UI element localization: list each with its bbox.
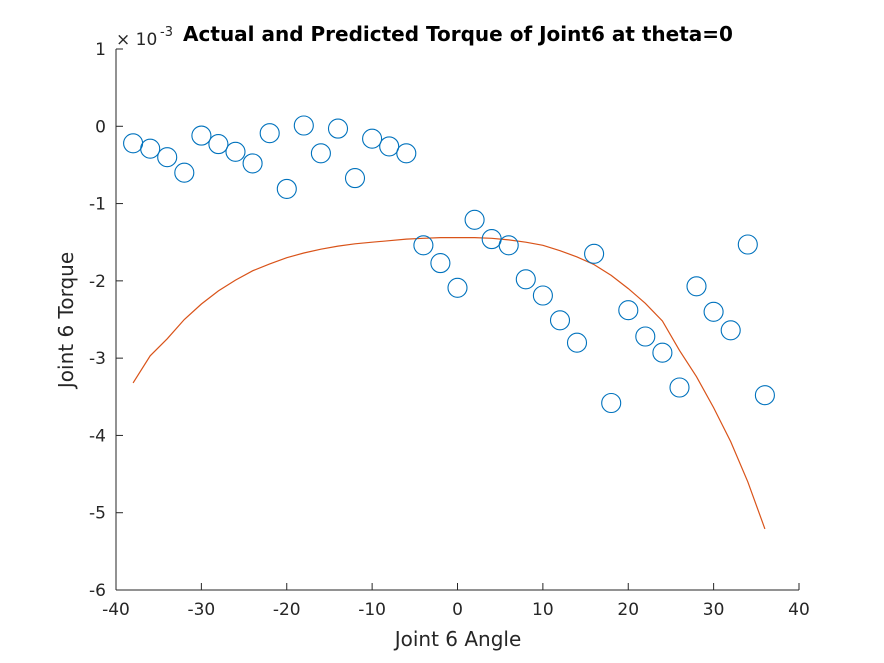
actual-torque-point [601,392,622,414]
actual-torque-point [549,310,571,331]
actual-torque-point [208,134,229,155]
actual-torque-point [123,133,144,154]
actual-torque-point [430,253,451,274]
y-tick-label: 0 [95,117,106,137]
series-layer [123,115,775,530]
y-tick-label: 1 [95,40,106,60]
x-tick-label: -40 [102,600,130,620]
actual-torque-point [276,178,297,199]
actual-torque-point [379,136,400,157]
x-tick-label: 20 [617,600,639,620]
actual-torque-point [584,243,605,264]
actual-torque-point [686,276,707,297]
actual-torque-point [327,118,349,139]
actual-torque-point [140,138,161,159]
x-tick-label: 30 [703,600,725,620]
y-axis-label: Joint 6 Torque [54,252,78,390]
predicted-torque-line [132,237,766,530]
y-tick-label: -5 [89,504,106,524]
y-tick-label: -6 [89,581,106,601]
actual-torque-point [754,385,775,406]
actual-torque-point [396,143,417,164]
y-axis-exponent-power: -3 [160,25,173,40]
actual-torque-point [362,128,383,149]
x-axis-label: Joint 6 Angle [393,627,522,651]
y-tick-label: -1 [89,195,106,215]
actual-torque-point [447,277,468,298]
axes-layer: -40 -30 -20 -10 0 10 20 30 40-6-5-4-3-2-101 [89,40,810,620]
actual-torque-point [566,332,588,353]
actual-torque-point [720,320,741,341]
actual-torque-point [293,115,314,136]
actual-torque-point [242,153,263,174]
y-axis-exponent-base: × 10 [116,30,157,50]
actual-torque-point [259,123,280,144]
actual-torque-point [174,162,195,183]
chart-title: Actual and Predicted Torque of Joint6 at… [183,22,733,46]
actual-torque-point [157,147,178,168]
actual-torque-point [532,285,553,306]
actual-torque-point [344,168,366,189]
actual-torque-point [703,301,724,322]
actual-torque-point [464,209,485,230]
actual-torque-point [618,300,639,321]
actual-torque-point [413,235,434,256]
y-tick-label: -3 [89,349,106,369]
actual-torque-point [310,143,331,164]
x-tick-label: -30 [187,600,215,620]
actual-torque-point [652,342,673,363]
actual-torque-point [737,234,758,255]
x-tick-label: 10 [532,600,554,620]
actual-torque-point [498,235,519,256]
actual-torque-point [635,326,656,347]
actual-torque-point [225,141,246,162]
actual-torque-point [191,125,212,146]
x-tick-label: 0 [452,600,463,620]
actual-torque-point [669,377,690,398]
x-tick-label: -20 [273,600,301,620]
y-tick-label: -2 [89,272,106,292]
x-tick-label: 40 [788,600,810,620]
y-tick-label: -4 [89,426,106,446]
actual-torque-point [515,269,536,290]
x-tick-label: -10 [358,600,386,620]
